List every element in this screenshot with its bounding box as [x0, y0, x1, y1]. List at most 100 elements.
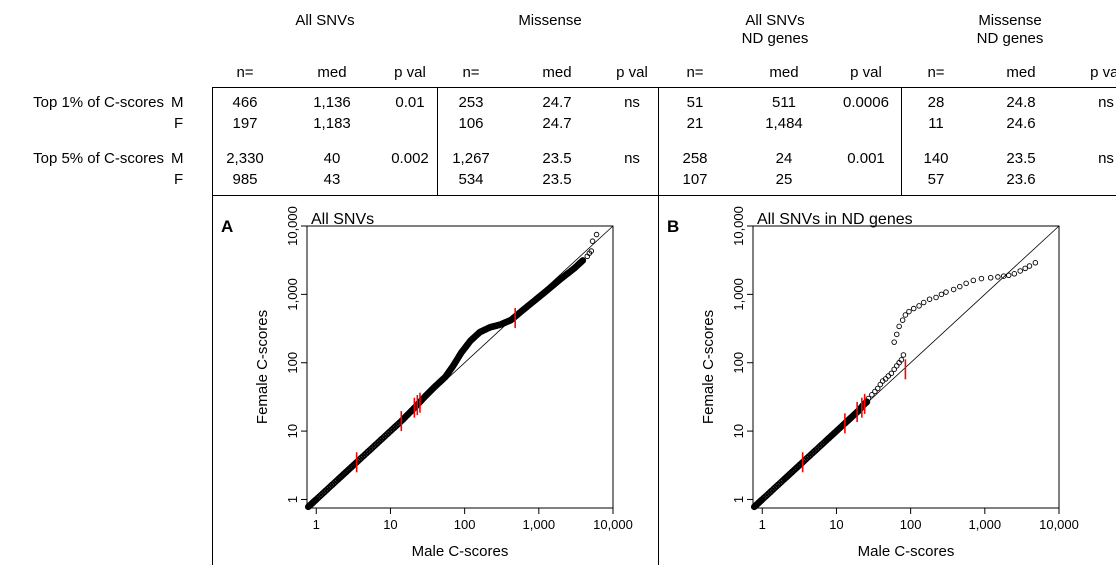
x-tick-label: 10: [829, 517, 843, 532]
outlier-point: [1032, 260, 1039, 266]
table-cell: 106: [458, 115, 484, 132]
table-cell: 24.8: [1006, 94, 1036, 111]
table-cell: 23.5: [542, 171, 572, 188]
table-bottom-rule: [212, 195, 1116, 196]
row-sex-f-top5: F: [174, 171, 184, 188]
chart-panel-a: A All SNVs 1 1 10 10 100 100 1,000 1,000 10,000 10,…: [221, 206, 633, 560]
table-cell: 107: [682, 171, 708, 188]
y-tick-label: 10: [285, 424, 300, 438]
col-header-g1-2: p val: [616, 64, 648, 81]
outlier-point: [916, 303, 922, 309]
row-sex-m-top5: M: [171, 150, 184, 167]
table-left-border: [212, 87, 213, 565]
table-cell: 1,183: [313, 115, 351, 132]
table-cell: 197: [232, 115, 258, 132]
col-header-g1-1: med: [542, 64, 572, 81]
table-cell: 0.002: [391, 150, 429, 167]
col-header-g2-0: n=: [686, 64, 704, 81]
outlier-point: [885, 373, 892, 379]
table-divider-2: [658, 87, 659, 565]
group-header-missense-nd-genes: Missense ND genes: [976, 12, 1044, 47]
table-cell: 51: [686, 94, 704, 111]
table-cell: 40: [323, 150, 341, 167]
y-axis-label: Female C-scores: [254, 310, 271, 424]
plot-frame: [752, 225, 1060, 509]
col-header-g3-0: n=: [927, 64, 945, 81]
y-tick-label: 10: [731, 424, 746, 438]
table-cell: 2,330: [226, 150, 264, 167]
y-tick-label: 100: [731, 352, 746, 374]
table-cell: 511: [772, 94, 796, 111]
x-tick-label: 1,000: [969, 517, 1002, 532]
qq-point: [579, 257, 587, 264]
outlier-point: [933, 294, 939, 301]
outlier-point: [943, 289, 949, 295]
y-tick-label: 10,000: [731, 206, 746, 246]
table-cell: 0.0006: [843, 94, 889, 111]
outlier-point: [978, 275, 985, 282]
y-tick-label: 1,000: [285, 278, 300, 311]
x-tick-label: 10: [383, 517, 397, 532]
outlier-point: [926, 296, 933, 302]
outlier-point: [1017, 268, 1023, 274]
table-cell: 24: [775, 150, 793, 167]
outlier-point: [995, 274, 1001, 280]
table-cell: 24.7: [542, 115, 572, 132]
outlier-point: [963, 280, 969, 287]
y-tick-label: 1: [285, 496, 300, 503]
table-cell: 466: [232, 94, 258, 111]
outlier-point: [865, 395, 872, 402]
chart-panel-b: B All SNVs in ND genes 1 1 10 10 100 100 1,000 1,…: [667, 206, 1079, 560]
table-cell: 258: [682, 150, 708, 167]
panel-letter: A: [221, 217, 233, 236]
x-tick-label: 10,000: [593, 517, 633, 532]
outlier-point: [920, 299, 927, 306]
outlier-point: [950, 286, 957, 293]
table-cell: 140: [923, 150, 949, 167]
table-cell: 985: [232, 171, 258, 188]
outlier-point: [593, 231, 600, 238]
chart-title: All SNVs in ND genes: [757, 211, 913, 228]
table-cell: 21: [686, 115, 704, 132]
row-sex-m-top1: M: [171, 94, 184, 111]
table-top-rule: [212, 87, 1116, 88]
x-axis-label: Male C-scores: [858, 543, 955, 560]
x-axis-label: Male C-scores: [412, 543, 509, 560]
table-cell: 11: [928, 115, 944, 132]
table-cell: 23.6: [1006, 171, 1036, 188]
outlier-point: [874, 385, 881, 392]
table-divider-1: [437, 87, 438, 195]
table-cell: 24.7: [542, 94, 572, 111]
outlier-point: [970, 277, 977, 284]
outlier-point: [588, 248, 595, 254]
table-cell: 57: [927, 171, 945, 188]
chart-title: All SNVs: [311, 211, 374, 228]
table-cell: ns: [1098, 150, 1114, 167]
outlier-point: [589, 238, 596, 244]
x-tick-label: 1: [313, 517, 320, 532]
outlier-point: [882, 376, 889, 382]
table-cell: 43: [323, 171, 341, 188]
row-sex-f-top1: F: [174, 115, 184, 132]
table-cell: 0.001: [847, 150, 885, 167]
col-header-g1-0: n=: [462, 64, 480, 81]
y-tick-label: 10,000: [285, 206, 300, 246]
outlier-point: [899, 317, 906, 323]
col-header-g2-2: p val: [850, 64, 882, 81]
col-header-g3-2: p val: [1090, 64, 1116, 81]
outlier-point: [900, 352, 907, 358]
outlier-point: [1005, 272, 1012, 279]
table-cell: 23.5: [542, 150, 572, 167]
plot-frame: [306, 225, 614, 509]
y-tick-label: 1: [731, 496, 746, 503]
x-tick-label: 1,000: [523, 517, 556, 532]
outlier-point: [869, 392, 875, 398]
outlier-point: [938, 291, 945, 298]
table-cell: 534: [458, 171, 484, 188]
group-header-all-snvs-nd-genes: All SNVs ND genes: [741, 12, 809, 47]
outlier-point: [902, 312, 909, 318]
outlier-point: [891, 366, 897, 373]
x-tick-label: 10,000: [1039, 517, 1079, 532]
panel-letter: B: [667, 217, 679, 236]
outlier-point: [891, 339, 897, 345]
